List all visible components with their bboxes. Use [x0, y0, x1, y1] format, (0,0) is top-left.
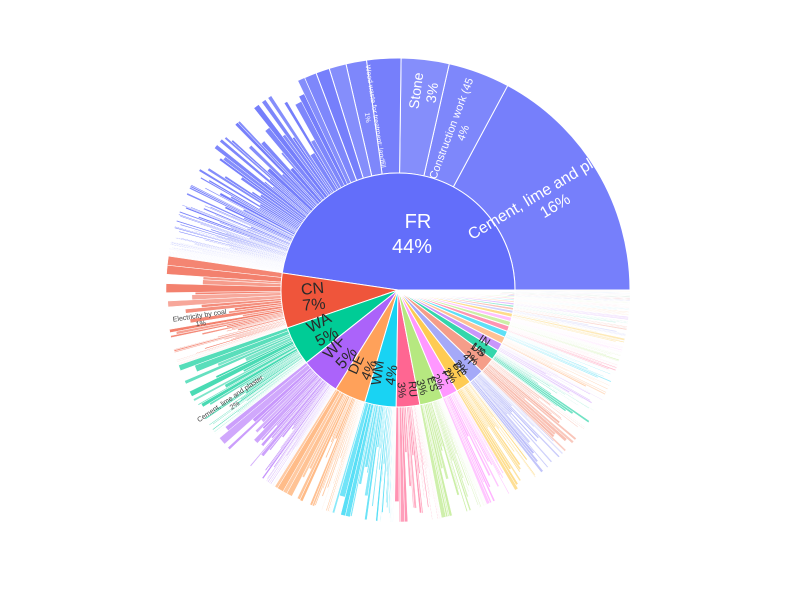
inner-label-fr: FR [405, 211, 432, 233]
inner-percent-fr: 44% [392, 236, 432, 258]
outer-label-percent-2: 3% [422, 82, 441, 104]
outer-label-percent-4: 1% [195, 320, 206, 328]
inner-percent-ru: 3% [395, 382, 408, 399]
outer-label-percent-3: 1% [363, 112, 371, 123]
inner-label-cn: CN7% [300, 280, 326, 315]
